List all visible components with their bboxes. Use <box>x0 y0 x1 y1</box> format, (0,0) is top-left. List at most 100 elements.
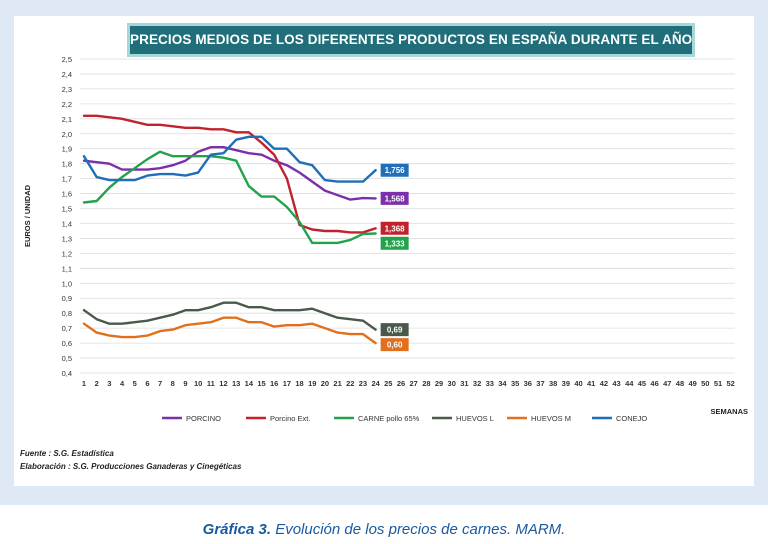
end-value-label: 1,368 <box>385 224 406 233</box>
y-tick-label: 2,1 <box>62 115 72 124</box>
y-tick-label: 0,4 <box>62 369 72 378</box>
x-tick-label: 25 <box>384 379 392 388</box>
series-line <box>82 114 377 234</box>
chart-title: PRECIOS MEDIOS DE LOS DIFERENTES PRODUCT… <box>130 26 692 54</box>
x-tick-label: 2 <box>95 379 99 388</box>
y-tick-label: 1,2 <box>62 249 72 258</box>
line-chart: 0,4 0,5 0,6 0,7 0,8 0,9 1,0 1,1 1,2 1,3 1,4 1,5 1,6 1… <box>23 55 748 423</box>
x-tick-label: 31 <box>460 379 468 388</box>
x-tick-label: 41 <box>587 379 595 388</box>
legend-item-label: CARNE pollo 65% <box>358 414 420 423</box>
x-tick-label: 11 <box>207 379 215 388</box>
y-tick-label: 1,0 <box>62 279 72 288</box>
caption-label: Gráfica 3. <box>202 521 272 538</box>
y-tick-label: 1,7 <box>62 175 72 184</box>
y-tick-label: 1,9 <box>62 145 72 154</box>
x-tick-label: 4 <box>120 379 125 388</box>
end-value-badge <box>380 236 409 250</box>
y-tick-label: 2,5 <box>62 55 72 64</box>
x-tick-label: 9 <box>183 379 187 388</box>
x-tick-label: 26 <box>397 379 405 388</box>
series-line <box>82 301 377 331</box>
chart-panel: PRECIOS MEDIOS DE LOS DIFERENTES PRODUCT… <box>14 16 754 486</box>
x-tick-label: 42 <box>600 379 608 388</box>
y-tick-label: 1,6 <box>62 190 72 199</box>
x-tick-label: 24 <box>371 379 380 388</box>
x-tick-label: 15 <box>257 379 265 388</box>
x-tick-label: 29 <box>435 379 443 388</box>
y-tick-label: 2,4 <box>62 70 72 79</box>
x-tick-label: 1 <box>82 379 86 388</box>
x-tick-label: 12 <box>219 379 227 388</box>
y-tick-label: 1,8 <box>62 160 72 169</box>
x-tick-label: 23 <box>359 379 367 388</box>
end-value-label: 0,69 <box>387 326 403 335</box>
end-value-badge <box>380 191 409 205</box>
legend-item-label: HUEVOS M <box>531 414 571 423</box>
end-value-badge <box>380 323 409 337</box>
x-tick-label: 46 <box>650 379 658 388</box>
x-tick-label: 16 <box>270 379 278 388</box>
x-tick-label: 19 <box>308 379 316 388</box>
x-tick-label: 22 <box>346 379 354 388</box>
x-tick-label: 37 <box>536 379 544 388</box>
y-tick-label: 2,0 <box>62 130 72 139</box>
x-tick-label: 45 <box>638 379 646 388</box>
x-tick-label: 13 <box>232 379 240 388</box>
x-tick-label: 28 <box>422 379 430 388</box>
x-tick-label: 43 <box>612 379 620 388</box>
figure-frame: PRECIOS MEDIOS DE LOS DIFERENTES PRODUCT… <box>0 0 768 505</box>
x-tick-label: 32 <box>473 379 481 388</box>
x-tick-label: 50 <box>701 379 709 388</box>
y-tick-label: 1,5 <box>62 205 72 214</box>
y-tick-label: 1,1 <box>62 264 72 273</box>
y-tick-label: 0,8 <box>62 309 72 318</box>
x-tick-label: 5 <box>133 379 137 388</box>
x-tick-label: 44 <box>625 379 634 388</box>
end-value-label: 1,333 <box>385 239 406 248</box>
end-value-badge <box>380 163 409 177</box>
source-note: Fuente : S.G. Estadística <box>20 449 114 458</box>
x-axis-label: SEMANAS <box>710 407 748 416</box>
x-tick-label: 3 <box>107 379 111 388</box>
y-tick-label: 1,4 <box>62 219 72 228</box>
x-tick-label: 39 <box>562 379 570 388</box>
x-tick-label: 38 <box>549 379 557 388</box>
legend-item-label: Porcino Ext. <box>270 414 310 423</box>
end-value-label: 1,756 <box>385 166 406 175</box>
y-tick-label: 1,3 <box>62 234 72 243</box>
x-tick-label: 36 <box>524 379 532 388</box>
x-tick-label: 30 <box>448 379 456 388</box>
y-tick-label: 0,6 <box>62 339 72 348</box>
x-tick-label: 47 <box>663 379 671 388</box>
elaboration-note: Elaboración : S.G. Producciones Ganadera… <box>20 462 242 471</box>
x-tick-label: 17 <box>283 379 291 388</box>
x-tick-label: 35 <box>511 379 519 388</box>
x-tick-label: 6 <box>145 379 149 388</box>
end-value-label: 1,568 <box>385 194 406 203</box>
x-tick-label: 34 <box>498 379 507 388</box>
y-tick-label: 2,3 <box>62 85 72 94</box>
legend-item-label: PORCINO <box>186 414 221 423</box>
x-tick-label: 27 <box>410 379 418 388</box>
x-tick-label: 7 <box>158 379 162 388</box>
series-line <box>82 316 377 345</box>
series-line <box>82 135 377 183</box>
x-tick-label: 51 <box>714 379 722 388</box>
x-tick-label: 18 <box>295 379 303 388</box>
x-tick-label: 10 <box>194 379 202 388</box>
end-value-badge <box>380 338 409 352</box>
end-value-label: 0,60 <box>387 341 403 350</box>
x-tick-label: 40 <box>574 379 582 388</box>
x-tick-label: 8 <box>171 379 175 388</box>
x-tick-label: 49 <box>688 379 696 388</box>
y-tick-label: 0,5 <box>62 354 72 363</box>
y-tick-label: 0,7 <box>62 324 72 333</box>
end-value-badge <box>380 221 409 235</box>
y-tick-label: 2,2 <box>62 100 72 109</box>
legend-item-label: HUEVOS L <box>456 414 494 423</box>
x-tick-label: 48 <box>676 379 684 388</box>
legend-item-label: CONEJO <box>616 414 647 423</box>
series-line <box>82 150 377 245</box>
y-axis-label: EUROS / UNIDAD <box>23 184 32 247</box>
